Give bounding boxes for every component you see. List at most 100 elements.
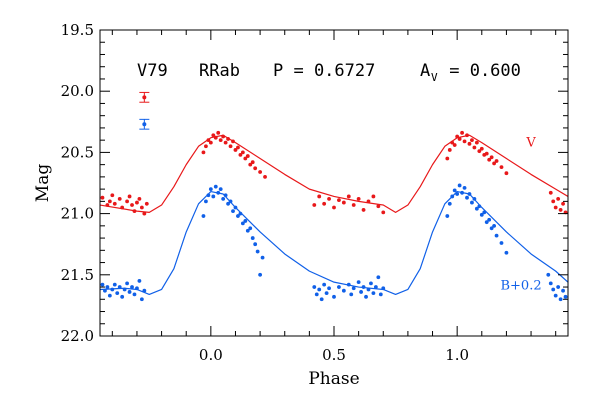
data-point-v bbox=[484, 151, 489, 156]
data-point-b bbox=[477, 204, 482, 209]
data-point-b bbox=[359, 290, 363, 294]
data-point-b bbox=[366, 287, 371, 292]
data-point-v bbox=[548, 190, 553, 195]
data-point-b bbox=[369, 281, 373, 286]
data-point-v bbox=[127, 194, 132, 199]
data-point-b bbox=[551, 287, 556, 292]
data-point-b bbox=[462, 186, 467, 190]
data-point-v bbox=[250, 160, 255, 165]
data-point-b bbox=[250, 236, 255, 240]
amplitude-subscript: V bbox=[431, 71, 438, 84]
data-point-b bbox=[223, 193, 228, 198]
data-point-b bbox=[499, 241, 504, 245]
data-point-v bbox=[487, 157, 492, 162]
data-point-v bbox=[201, 150, 206, 155]
data-point-v bbox=[216, 130, 221, 135]
data-point-b bbox=[484, 220, 489, 225]
data-point-b bbox=[107, 293, 112, 298]
data-point-v bbox=[228, 144, 233, 149]
data-point-v bbox=[110, 193, 115, 198]
x-tick-label: 1.0 bbox=[445, 346, 469, 364]
x-axis-label: Phase bbox=[308, 369, 359, 389]
data-point-v bbox=[211, 133, 216, 138]
data-point-v bbox=[100, 195, 105, 200]
data-point-b bbox=[450, 194, 455, 199]
y-tick-label: 21.0 bbox=[61, 205, 94, 223]
data-point-v bbox=[208, 140, 213, 145]
data-point-v bbox=[470, 138, 474, 143]
data-point-v bbox=[346, 194, 351, 199]
data-point-b bbox=[381, 286, 386, 291]
data-point-v bbox=[253, 166, 258, 171]
data-point-b bbox=[319, 297, 324, 302]
data-point-v bbox=[120, 205, 125, 210]
data-point-v bbox=[130, 203, 134, 207]
data-point-b bbox=[494, 233, 499, 238]
data-point-b bbox=[470, 200, 474, 205]
data-point-v bbox=[376, 204, 381, 209]
data-point-b bbox=[122, 287, 127, 292]
data-point-v bbox=[489, 155, 494, 160]
data-point-v bbox=[142, 211, 147, 216]
data-point-b bbox=[561, 288, 565, 293]
data-point-b bbox=[351, 286, 356, 291]
data-point-b bbox=[371, 291, 376, 296]
axis-ticks bbox=[100, 29, 568, 337]
data-point-b bbox=[341, 288, 346, 293]
data-point-b bbox=[120, 294, 125, 299]
data-point-v bbox=[238, 152, 243, 157]
data-point-b bbox=[201, 214, 206, 218]
data-point-v bbox=[561, 201, 565, 206]
data-point-b bbox=[110, 287, 115, 292]
data-point-v bbox=[381, 210, 386, 215]
data-point-b bbox=[218, 187, 223, 192]
y-axis-label: Mag bbox=[33, 164, 53, 203]
data-point-v bbox=[332, 205, 336, 210]
data-point-b bbox=[556, 285, 561, 289]
data-point-b bbox=[376, 275, 381, 280]
data-point-b bbox=[236, 214, 240, 218]
plot-area bbox=[100, 91, 568, 302]
data-point-v bbox=[455, 134, 460, 139]
data-point-b bbox=[240, 221, 245, 226]
data-point-b bbox=[457, 183, 462, 188]
data-point-v bbox=[499, 165, 504, 169]
data-point-v bbox=[132, 209, 137, 214]
data-point-v bbox=[553, 205, 558, 210]
data-point-b bbox=[228, 199, 233, 204]
data-point-v bbox=[551, 199, 556, 204]
data-point-b bbox=[337, 285, 341, 289]
data-point-b bbox=[546, 272, 551, 277]
y-tick-label: 19.5 bbox=[61, 21, 94, 39]
data-point-v bbox=[112, 201, 117, 206]
data-point-b bbox=[221, 197, 226, 201]
amplitude-value: = 0.600 bbox=[439, 61, 521, 81]
x-tick-label: 0.5 bbox=[322, 346, 346, 364]
data-point-v bbox=[474, 140, 479, 145]
data-point-v bbox=[558, 208, 563, 212]
data-point-b bbox=[243, 219, 248, 223]
data-point-b bbox=[253, 242, 258, 247]
data-point-v bbox=[139, 205, 144, 210]
variable-type: RRab bbox=[199, 61, 240, 81]
series-label-v: V bbox=[525, 135, 536, 150]
data-point-v bbox=[236, 145, 240, 150]
data-point-b bbox=[455, 192, 460, 196]
data-point-b bbox=[233, 205, 238, 210]
data-point-v bbox=[472, 145, 477, 150]
data-point-v bbox=[245, 154, 250, 158]
data-point-b bbox=[312, 285, 317, 289]
data-point-b bbox=[460, 190, 464, 195]
data-point-v bbox=[341, 200, 346, 205]
data-point-b bbox=[548, 281, 553, 286]
data-point-b bbox=[472, 197, 477, 201]
data-point-v bbox=[445, 156, 450, 161]
data-point-v bbox=[371, 194, 376, 199]
data-point-v bbox=[233, 148, 238, 152]
data-point-v bbox=[107, 199, 112, 204]
data-point-b bbox=[373, 285, 378, 289]
data-point-v bbox=[457, 137, 462, 141]
data-point-b bbox=[248, 226, 253, 231]
data-point-v bbox=[258, 170, 263, 174]
data-point-b bbox=[482, 210, 487, 215]
